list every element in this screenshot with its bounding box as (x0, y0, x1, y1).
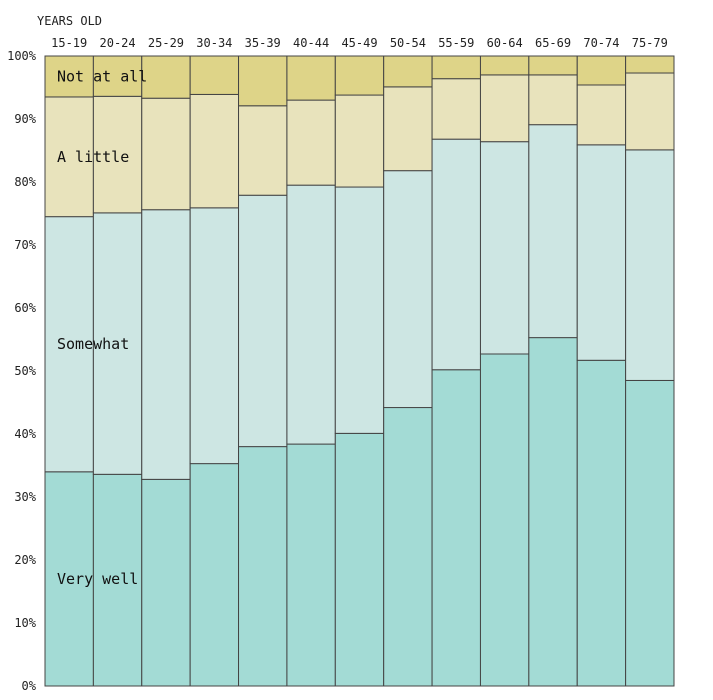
bar-segment (238, 194, 288, 448)
bar-column (576, 55, 627, 687)
bar-column (625, 55, 675, 687)
bar-segment (238, 55, 288, 107)
bar-segment (238, 446, 288, 687)
bar-segment (141, 209, 191, 480)
bar-segment (141, 478, 191, 687)
y-tick-label: 100% (7, 49, 37, 63)
y-tick-label: 70% (14, 238, 36, 252)
bar-segment (625, 72, 675, 151)
bar-segment (141, 55, 191, 99)
x-category-label: 30-34 (196, 36, 232, 50)
x-category-label: 70-74 (583, 36, 619, 50)
bar-segment (383, 86, 433, 172)
bar-segment (383, 55, 433, 88)
bar-segment (625, 379, 675, 687)
y-tick-label: 90% (14, 112, 36, 126)
series-label: Very well (57, 570, 138, 588)
bar-segment (479, 353, 530, 687)
bar-column (238, 55, 288, 687)
bar-segment (576, 84, 627, 146)
bar-column (528, 55, 578, 687)
bar-segment (189, 207, 240, 465)
bar-column (286, 55, 336, 687)
x-category-label: 60-64 (487, 36, 523, 50)
x-category-label: 25-29 (148, 36, 184, 50)
bar-segment (334, 432, 385, 687)
bar-column (189, 55, 240, 687)
bar-segment (334, 186, 385, 434)
bar-segment (431, 78, 481, 140)
x-category-label: 65-69 (535, 36, 571, 50)
bar-segment (431, 55, 481, 80)
y-tick-label: 60% (14, 301, 36, 315)
bar-segment (92, 55, 143, 97)
y-tick-label: 0% (22, 679, 37, 693)
series-label: A little (57, 148, 129, 166)
x-axis-categories: 15-19 20-24 25-29 30-34 35-39 40-44 45-49 50-54… (51, 36, 668, 50)
bar-segment (286, 443, 336, 687)
bar-column (479, 55, 530, 687)
x-category-label: 40-44 (293, 36, 329, 50)
bar-segment (528, 74, 578, 126)
x-category-label: 35-39 (245, 36, 281, 50)
bar-segment (625, 149, 675, 381)
x-category-label: 55-59 (438, 36, 474, 50)
y-tick-label: 50% (14, 364, 36, 378)
y-tick-label: 20% (14, 553, 36, 567)
series-label: Somewhat (57, 335, 129, 353)
bars (44, 55, 675, 687)
bar-segment (189, 463, 240, 687)
bar-segment (479, 74, 530, 143)
bar-segment (431, 138, 481, 371)
y-tick-label: 80% (14, 175, 36, 189)
bar-column (141, 55, 191, 687)
bar-column (44, 55, 94, 687)
bar-segment (141, 97, 191, 211)
y-axis: 0% 10% 20% 30% 40% 50% 60% 70% 80% 90% 100% (7, 49, 37, 693)
x-axis-title: YEARS OLD (37, 14, 102, 28)
bar-segment (383, 170, 433, 409)
bar-segment (92, 473, 143, 687)
bar-segment (286, 184, 336, 445)
y-tick-label: 30% (14, 490, 36, 504)
bar-column (334, 55, 385, 687)
x-category-label: 20-24 (100, 36, 136, 50)
bar-segment (576, 55, 627, 86)
bar-segment (334, 94, 385, 188)
x-category-label: 50-54 (390, 36, 426, 50)
bar-segment (528, 124, 578, 339)
bar-segment (189, 55, 240, 95)
bar-segment (286, 99, 336, 186)
bar-segment (44, 216, 94, 473)
bar-segment (479, 141, 530, 355)
x-category-label: 15-19 (51, 36, 87, 50)
bar-segment (189, 93, 240, 209)
bar-segment (431, 369, 481, 687)
bar-column (431, 55, 481, 687)
y-tick-label: 40% (14, 427, 36, 441)
x-category-label: 45-49 (341, 36, 377, 50)
bar-segment (576, 359, 627, 687)
bar-segment (528, 337, 578, 687)
bar-segment (479, 55, 530, 76)
series-labels: Very well Somewhat A little Not at all (57, 67, 147, 587)
bar-segment (92, 212, 143, 475)
series-label: Not at all (57, 67, 147, 85)
bar-segment (528, 55, 578, 76)
bar-segment (334, 55, 385, 96)
bar-segment (625, 55, 675, 74)
x-category-label: 75-79 (632, 36, 668, 50)
bar-segment (238, 105, 288, 196)
bar-segment (92, 95, 143, 214)
bar-column (383, 55, 433, 687)
bar-segment (44, 471, 94, 687)
bar-segment (286, 55, 336, 101)
y-tick-label: 10% (14, 616, 36, 630)
bar-column (92, 55, 143, 687)
bar-segment (383, 407, 433, 687)
bar-segment (576, 144, 627, 361)
